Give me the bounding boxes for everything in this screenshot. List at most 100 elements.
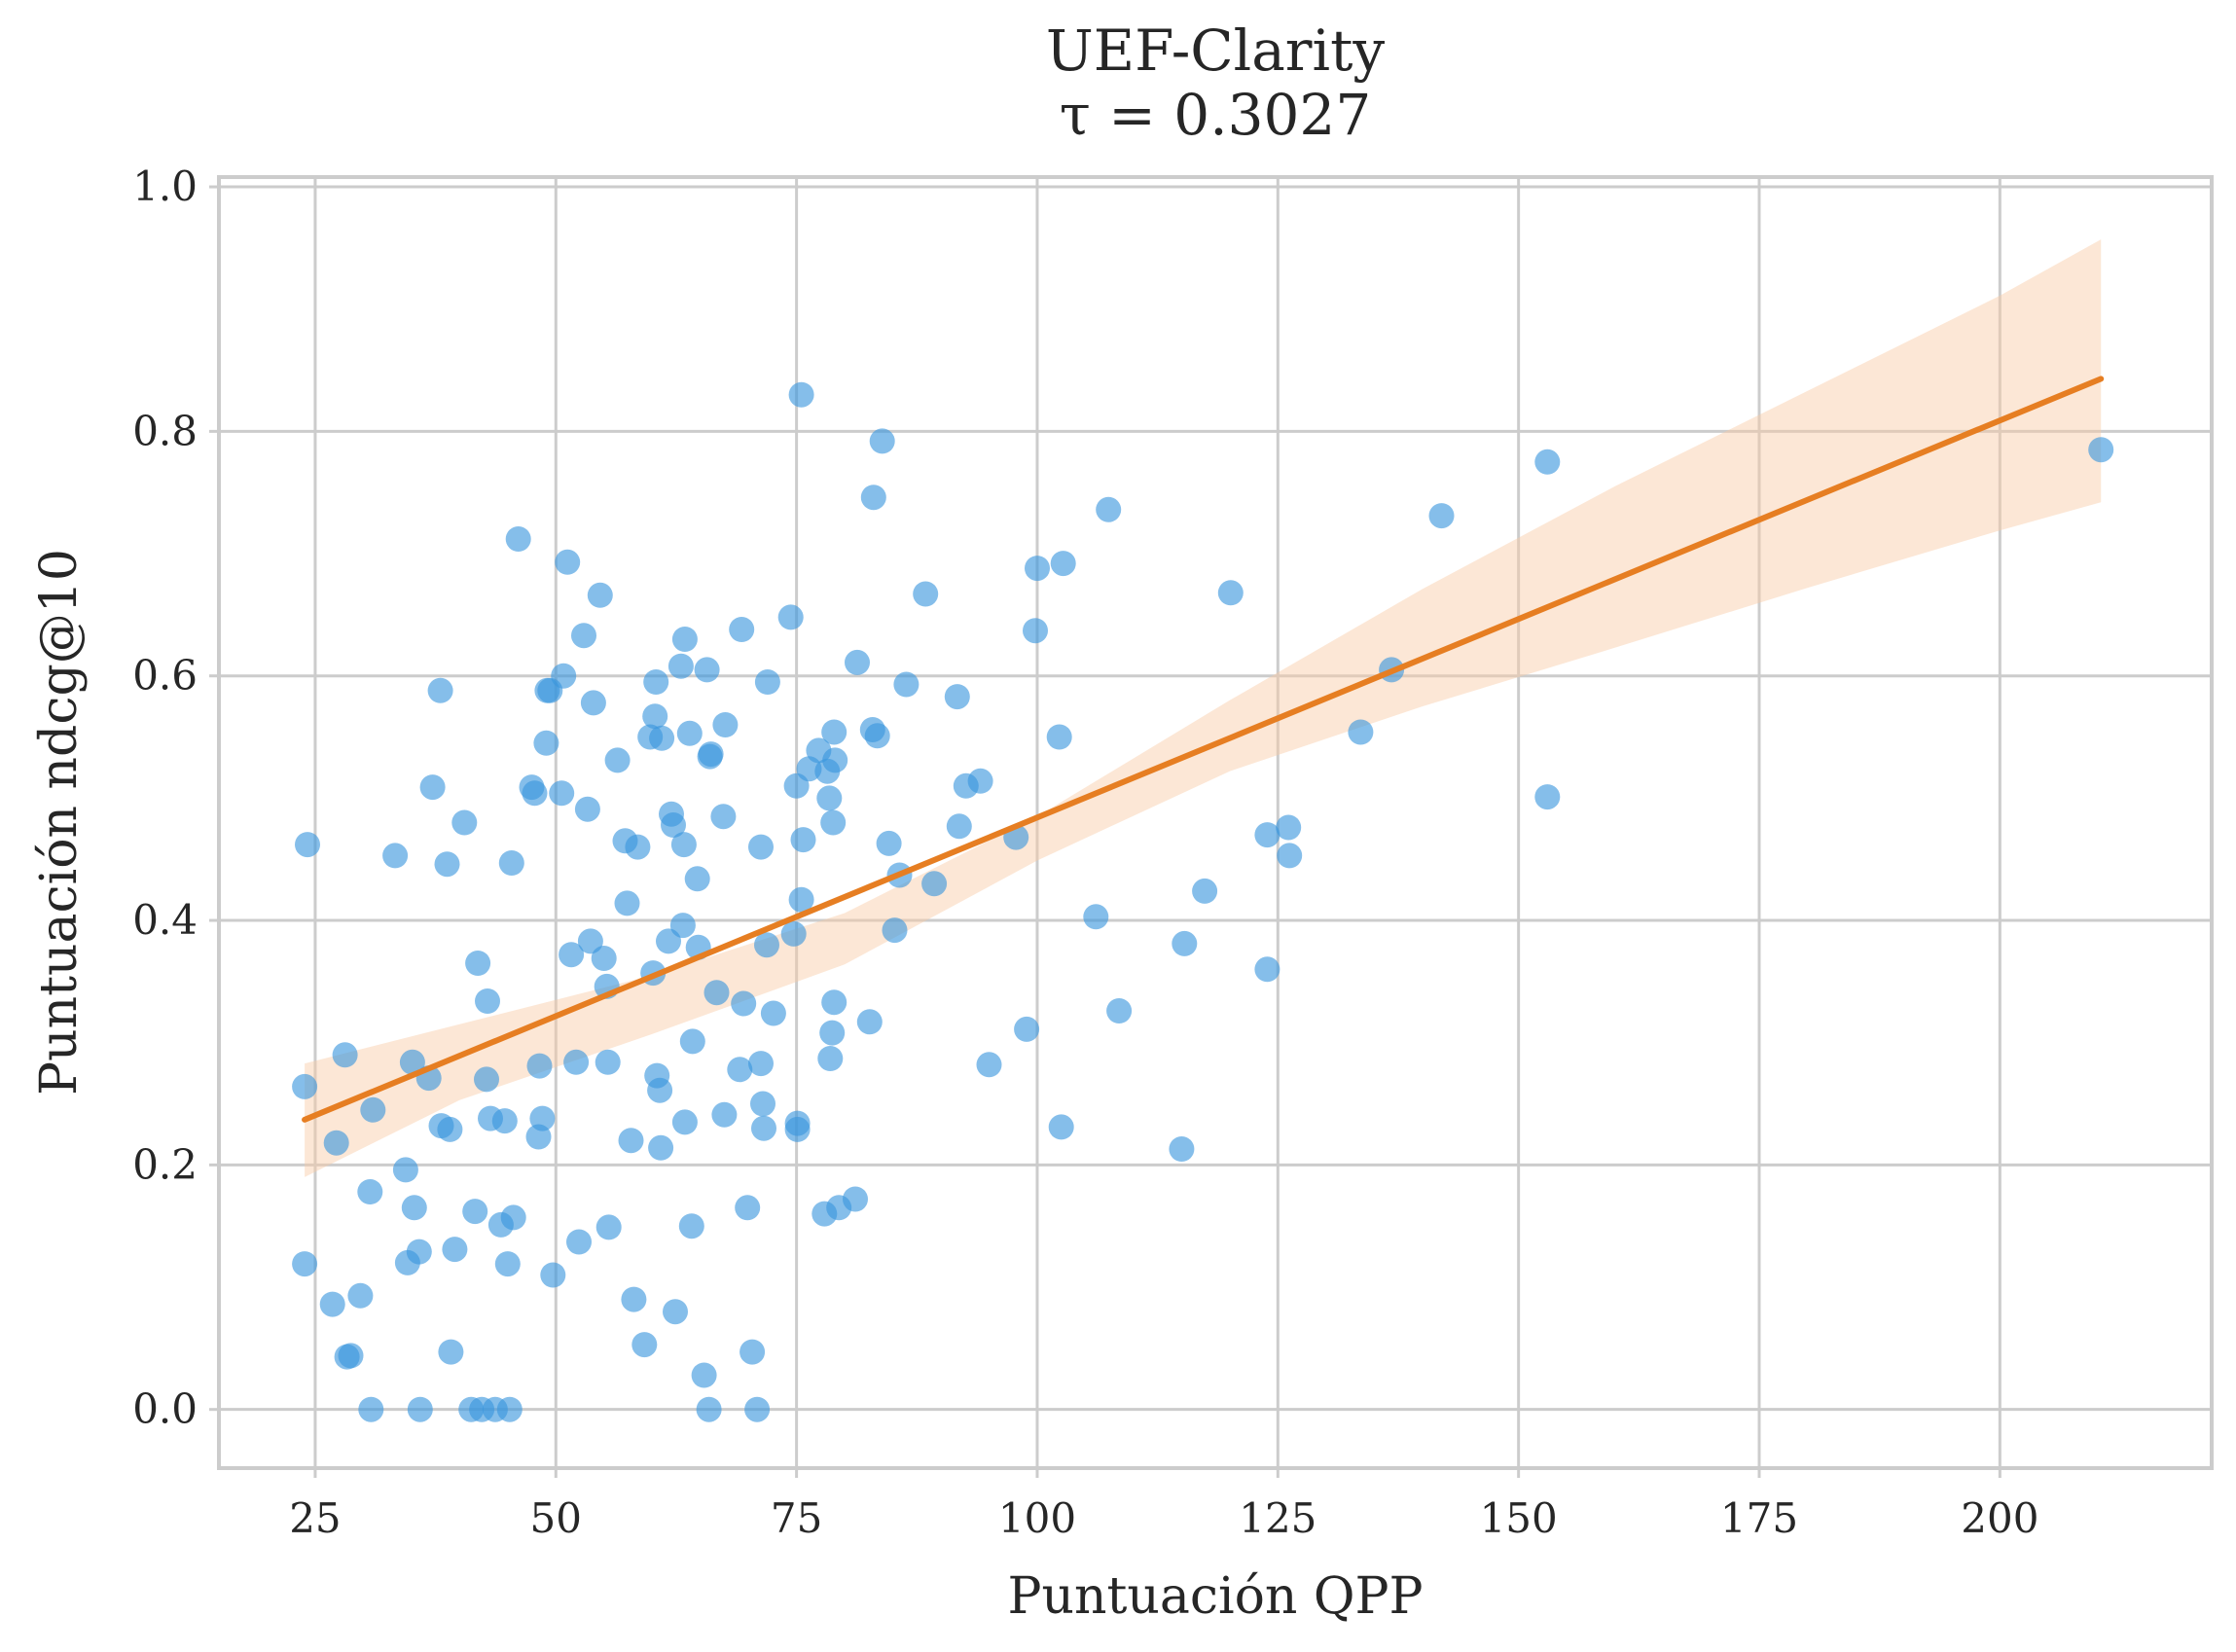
data-point (496, 1396, 523, 1422)
data-point (694, 657, 720, 683)
data-point (739, 1339, 766, 1365)
data-point (967, 768, 993, 794)
y-tick-label: 0.4 (132, 896, 198, 944)
data-point (748, 834, 774, 860)
data-point (819, 1020, 846, 1046)
data-point (2088, 437, 2114, 463)
data-point (1023, 618, 1048, 644)
data-point (382, 843, 409, 869)
data-point (522, 780, 548, 807)
data-point (913, 581, 939, 607)
data-point (357, 1179, 383, 1204)
data-point (670, 832, 697, 858)
data-point (587, 582, 613, 608)
data-point (442, 1237, 468, 1263)
data-point (921, 871, 948, 897)
data-point (323, 1130, 349, 1156)
data-point (595, 1049, 621, 1075)
data-point (661, 812, 686, 838)
data-point (944, 684, 970, 710)
data-point (790, 827, 816, 853)
data-point (648, 1134, 674, 1161)
data-point (625, 834, 651, 860)
x-tick-label: 175 (1720, 1494, 1798, 1542)
data-point (392, 1157, 418, 1183)
data-point (1217, 580, 1244, 606)
data-point (1169, 1136, 1195, 1162)
data-point (574, 796, 600, 822)
data-point (869, 428, 895, 454)
data-point (1048, 1114, 1074, 1140)
data-point (498, 850, 524, 876)
data-point (618, 1128, 644, 1154)
data-point (976, 1052, 1002, 1078)
data-point (451, 809, 478, 836)
y-tick-label: 0.0 (132, 1385, 198, 1433)
data-point (434, 851, 460, 878)
data-point (822, 747, 848, 773)
data-point (893, 671, 920, 698)
data-point (946, 813, 972, 840)
data-point (727, 1057, 753, 1083)
y-tick-label: 0.2 (132, 1140, 198, 1188)
data-point (438, 1339, 464, 1365)
data-point (712, 712, 739, 737)
data-point (777, 604, 804, 630)
data-point (407, 1396, 433, 1422)
y-axis-label: Puntuación ndcg@10 (30, 549, 89, 1095)
data-point (419, 774, 446, 801)
data-point (754, 669, 780, 695)
data-point (292, 1073, 318, 1099)
data-point (631, 1332, 658, 1358)
data-point (676, 720, 703, 746)
data-point (462, 1199, 488, 1225)
x-axis-ticks: 25 50 75 100 125 150 175 200 (289, 1468, 2038, 1542)
plot-frame (217, 175, 2214, 1470)
data-point (347, 1282, 374, 1309)
data-point (876, 830, 902, 856)
data-point (711, 1101, 738, 1128)
data-point (816, 785, 843, 811)
data-point (338, 1343, 364, 1369)
data-point (667, 653, 694, 679)
data-point (1254, 956, 1280, 983)
data-point (696, 1396, 722, 1422)
data-point (669, 913, 696, 939)
data-point (1254, 822, 1280, 848)
data-point (595, 1214, 622, 1240)
data-point (679, 1028, 705, 1055)
data-point (860, 485, 886, 511)
data-point (563, 1049, 590, 1075)
data-point (1277, 843, 1303, 869)
data-point (358, 1396, 384, 1422)
data-point (465, 951, 491, 976)
data-points (292, 381, 2114, 1422)
data-point (710, 804, 737, 830)
data-point (551, 663, 577, 689)
data-point (882, 917, 908, 944)
data-point (577, 928, 603, 954)
data-point (580, 690, 606, 716)
data-point (788, 886, 814, 913)
y-tick-label: 0.6 (132, 652, 198, 700)
data-point (750, 1091, 775, 1117)
data-point (555, 549, 581, 575)
regression-line (302, 376, 2105, 1123)
data-point (817, 1046, 844, 1071)
data-point (729, 617, 755, 642)
data-point (474, 1066, 499, 1093)
data-point (1106, 998, 1133, 1024)
data-point (437, 1116, 463, 1142)
data-point (621, 1286, 647, 1312)
data-point (647, 1077, 673, 1103)
data-point (1534, 449, 1561, 475)
data-point (360, 1096, 386, 1123)
data-point (684, 866, 710, 892)
x-tick-label: 25 (289, 1494, 341, 1542)
data-point (540, 1262, 566, 1288)
data-point (703, 980, 730, 1006)
data-point (671, 1109, 698, 1135)
x-tick-label: 75 (771, 1494, 822, 1542)
data-point (735, 1195, 761, 1221)
